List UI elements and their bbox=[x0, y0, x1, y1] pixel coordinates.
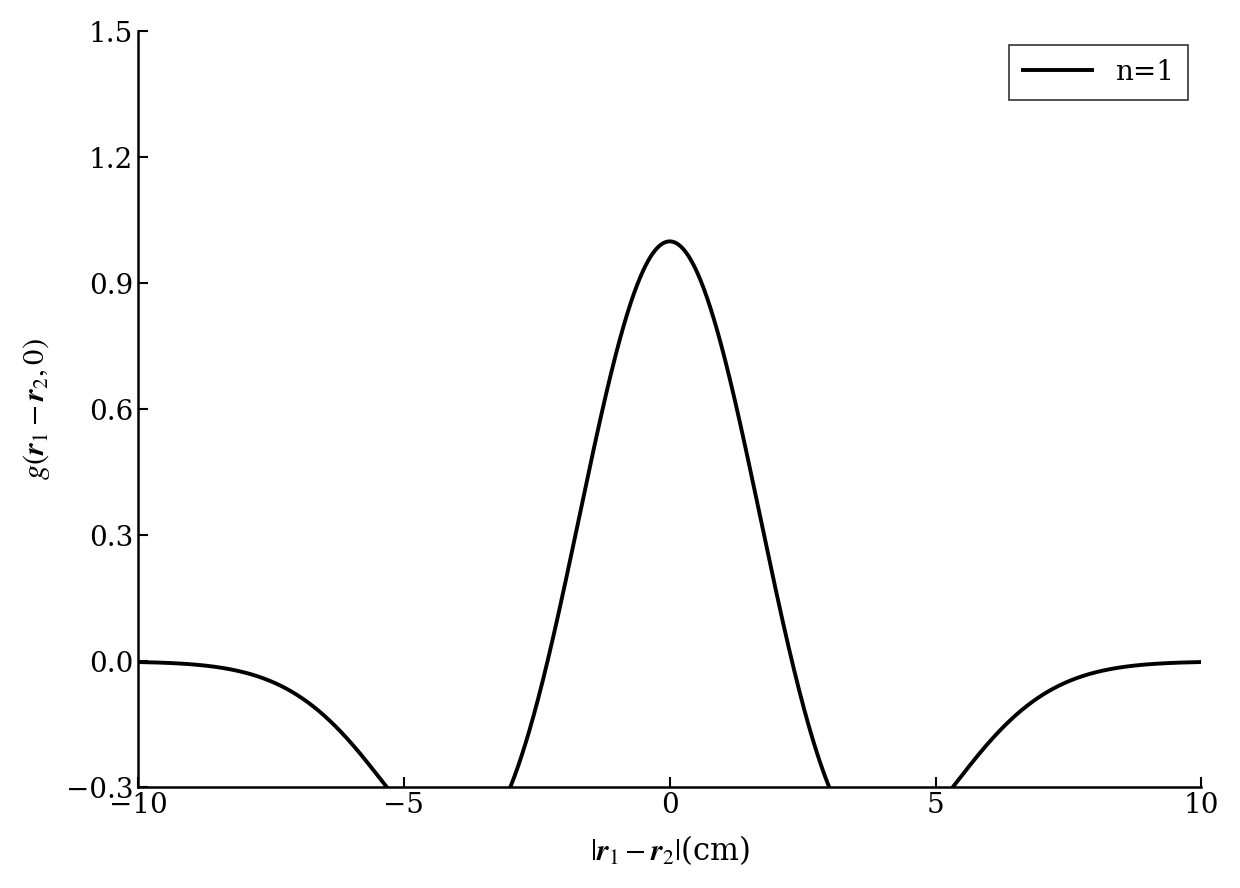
X-axis label: $|\boldsymbol{r}_1-\boldsymbol{r}_2|$(cm): $|\boldsymbol{r}_1-\boldsymbol{r}_2|$(cm… bbox=[590, 833, 750, 868]
Y-axis label: $g(\boldsymbol{r}_1-\boldsymbol{r}_2,0)$: $g(\boldsymbol{r}_1-\boldsymbol{r}_2,0)$ bbox=[21, 338, 52, 480]
Legend: n=1: n=1 bbox=[1009, 45, 1188, 100]
